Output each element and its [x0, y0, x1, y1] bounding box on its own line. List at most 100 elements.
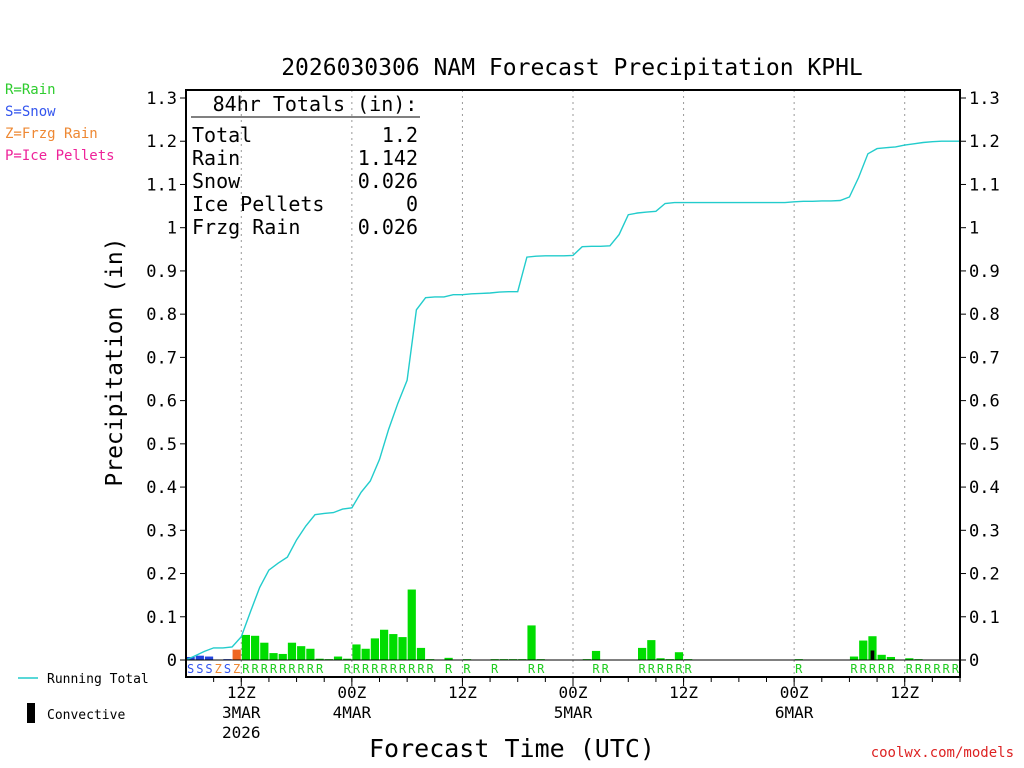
totals-label-frzg-rain: Frzg Rain — [192, 215, 301, 239]
ptype-letter: R — [316, 662, 324, 676]
ptype-letter: Z — [215, 662, 222, 676]
ptype-letter: R — [445, 662, 453, 676]
precip-bar — [287, 642, 297, 660]
precip-bar — [868, 636, 877, 660]
x-tick-label: 12Z — [890, 683, 919, 702]
ptype-letter: S — [196, 662, 203, 676]
ptype-letter: R — [427, 662, 435, 676]
precip-bar — [407, 589, 416, 660]
y-tick-label-left: 1.1 — [146, 175, 177, 195]
ptype-letter: R — [602, 662, 610, 676]
precip-bar — [849, 656, 859, 660]
ptype-letter: R — [242, 662, 250, 676]
x-axis-label: Forecast Time (UTC) — [369, 734, 655, 763]
y-tick-label-right: 0.7 — [969, 348, 1000, 368]
legend-rain: R=Rain — [5, 82, 56, 98]
ptype-letter: Z — [233, 662, 240, 676]
x-tick-label: 00Z — [337, 683, 366, 702]
x-tick-label: 12Z — [448, 683, 477, 702]
precip-bar — [389, 634, 398, 660]
totals-value-frzg-rain: 0.026 — [357, 215, 418, 239]
ptype-legend: R=Rain S=Snow Z=Frzg Rain P=Ice Pellets — [5, 79, 115, 167]
precip-bar — [251, 635, 260, 660]
ptype-letter: R — [878, 662, 886, 676]
precip-bar — [647, 640, 656, 660]
y-tick-label-right: 0.8 — [969, 305, 1000, 325]
y-tick-label-right: 0.4 — [969, 478, 1000, 498]
y-tick-label-left: 0.9 — [146, 262, 177, 282]
precip-bar — [877, 654, 886, 660]
totals-label-total: Total — [192, 123, 253, 147]
ptype-letter: R — [463, 662, 471, 676]
ptype-letter: R — [270, 662, 278, 676]
x-tick-label: 4MAR — [333, 703, 372, 722]
convective-bars — [870, 650, 875, 660]
totals-value-ice-pellets: 0 — [405, 192, 418, 216]
y-ticks: 0 0 0.1 0.1 0.2 0.2 0.3 0.3 0.4 0.4 0.5 0.5 0.6 0.6 0.… — [146, 89, 999, 671]
ptype-letter: R — [795, 662, 803, 676]
ptype-letter: R — [307, 662, 315, 676]
precip-bar — [674, 652, 684, 660]
y-tick-label-right: 0.2 — [969, 565, 1000, 585]
ptype-letter: R — [298, 662, 306, 676]
precip-bar — [905, 658, 914, 660]
ptype-letter: S — [187, 662, 194, 676]
y-tick-label-left: 0.3 — [146, 521, 177, 541]
credit-link[interactable]: coolwx.com/models — [870, 745, 1014, 761]
ptype-letter: R — [933, 662, 941, 676]
y-tick-label-right: 0.6 — [969, 392, 1000, 412]
y-tick-label-right: 0.9 — [969, 262, 1000, 282]
precip-bar — [333, 656, 343, 660]
precip-bar — [638, 647, 647, 660]
ptype-letter: R — [860, 662, 868, 676]
totals-value-snow: 0.026 — [357, 169, 418, 193]
y-tick-label-left: 0.4 — [146, 478, 177, 498]
precip-bar — [260, 642, 269, 660]
precip-bar — [306, 648, 315, 660]
ptype-letter: R — [924, 662, 932, 676]
precip-bar — [232, 649, 241, 660]
ptype-letter: R — [261, 662, 269, 676]
x-tick-label: 12Z — [227, 683, 256, 702]
ptype-letter: R — [685, 662, 693, 676]
x-tick-label: 00Z — [559, 683, 588, 702]
precip-bar — [886, 656, 895, 660]
precip-bar — [195, 655, 204, 660]
ptype-letter: R — [288, 662, 296, 676]
bars — [186, 589, 951, 661]
precip-bar — [370, 638, 379, 660]
precip-bar — [527, 625, 536, 660]
convective-bar — [870, 650, 875, 660]
precip-bar — [343, 658, 352, 660]
ptype-letter: R — [869, 662, 877, 676]
convective-swatch — [27, 703, 35, 723]
ptype-letter: R — [537, 662, 545, 676]
ptype-letter: S — [224, 662, 231, 676]
ptype-letter: R — [915, 662, 923, 676]
precip-bar — [361, 648, 370, 660]
precip-bar — [656, 658, 665, 660]
precip-bar — [591, 650, 601, 660]
legend-frzg-rain: Z=Frzg Rain — [5, 126, 98, 142]
totals-label-ice-pellets: Ice Pellets — [192, 192, 325, 216]
x-tick-label: 3MAR — [222, 703, 261, 722]
ptype-letter: R — [666, 662, 674, 676]
y-tick-label-left: 0.2 — [146, 565, 177, 585]
ptype-letter: R — [657, 662, 665, 676]
precip-bar — [416, 647, 426, 660]
precip-bar — [241, 634, 250, 660]
running-total-line — [185, 140, 960, 661]
precip-bar — [859, 640, 868, 660]
legend-ice-pellets: P=Ice Pellets — [5, 148, 115, 164]
precip-bar — [297, 646, 306, 660]
convective-legend-label: Convective — [47, 708, 125, 723]
y-tick-label-right: 1 — [969, 219, 979, 239]
precip-bar — [398, 637, 407, 660]
precip-bar — [352, 644, 361, 660]
ptype-letter: S — [205, 662, 212, 676]
y-tick-label-left: 1.3 — [146, 89, 177, 109]
precip-bar — [278, 653, 287, 660]
x-tick-label: 12Z — [669, 683, 698, 702]
totals-value-rain: 1.142 — [357, 146, 418, 170]
